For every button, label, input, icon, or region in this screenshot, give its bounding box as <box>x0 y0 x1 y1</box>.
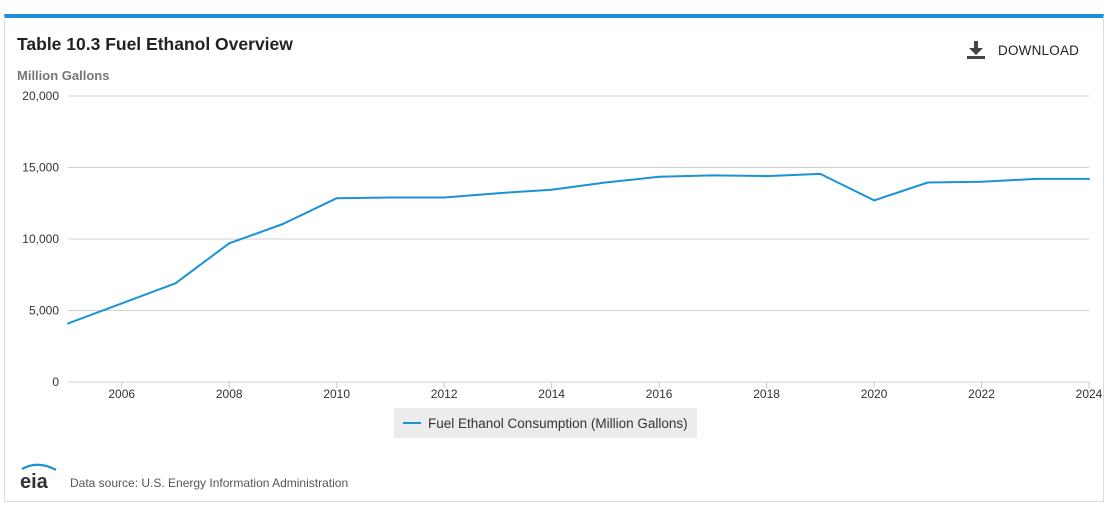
chart-title: Table 10.3 Fuel Ethanol Overview <box>17 34 293 54</box>
x-tick-label: 2008 <box>216 387 243 401</box>
x-tick-label: 2010 <box>323 387 350 401</box>
data-point <box>174 282 177 285</box>
x-tick-label: 2006 <box>108 387 135 401</box>
x-tick-label: 2012 <box>431 387 458 401</box>
series-line <box>67 172 1089 325</box>
svg-text:eia: eia <box>20 471 49 492</box>
data-point <box>1034 177 1037 180</box>
data-point <box>926 181 929 184</box>
x-tick-label: 2016 <box>646 387 673 401</box>
eia-logo: eia <box>20 463 57 492</box>
data-point <box>67 322 69 325</box>
data-source: Data source: U.S. Energy Information Adm… <box>70 476 349 490</box>
data-point <box>228 242 231 245</box>
data-point <box>711 174 714 177</box>
y-tick-label: 0 <box>52 375 59 389</box>
data-point <box>819 172 822 175</box>
download-label: DOWNLOAD <box>998 42 1080 58</box>
y-tick-label: 20,000 <box>22 89 59 103</box>
x-tick-label: 2020 <box>861 387 888 401</box>
y-tick-label: 15,000 <box>22 161 59 175</box>
y-tick-label: 10,000 <box>22 232 59 246</box>
data-point <box>496 192 499 195</box>
data-point <box>604 181 607 184</box>
legend-item[interactable]: Fuel Ethanol Consumption (Million Gallon… <box>394 408 697 438</box>
data-point <box>765 175 768 178</box>
data-point <box>281 222 284 225</box>
data-point <box>443 196 446 199</box>
legend-swatch <box>403 422 421 424</box>
x-tick-label: 2018 <box>753 387 780 401</box>
data-point <box>389 196 392 199</box>
data-point <box>873 199 876 202</box>
y-tick-label: 5,000 <box>29 304 59 318</box>
x-tick-label: 2024 <box>1076 387 1103 401</box>
x-tick-label: 2014 <box>538 387 565 401</box>
download-button[interactable]: DOWNLOAD <box>966 38 1079 62</box>
data-point <box>1088 177 1090 180</box>
units-label: Million Gallons <box>17 68 110 83</box>
data-point <box>120 302 123 305</box>
legend-label: Fuel Ethanol Consumption (Million Gallon… <box>428 415 688 431</box>
data-point <box>335 197 338 200</box>
data-point <box>550 188 553 191</box>
x-tick-label: 2022 <box>968 387 995 401</box>
data-point <box>980 180 983 183</box>
data-point <box>658 175 661 178</box>
download-icon <box>967 41 985 59</box>
